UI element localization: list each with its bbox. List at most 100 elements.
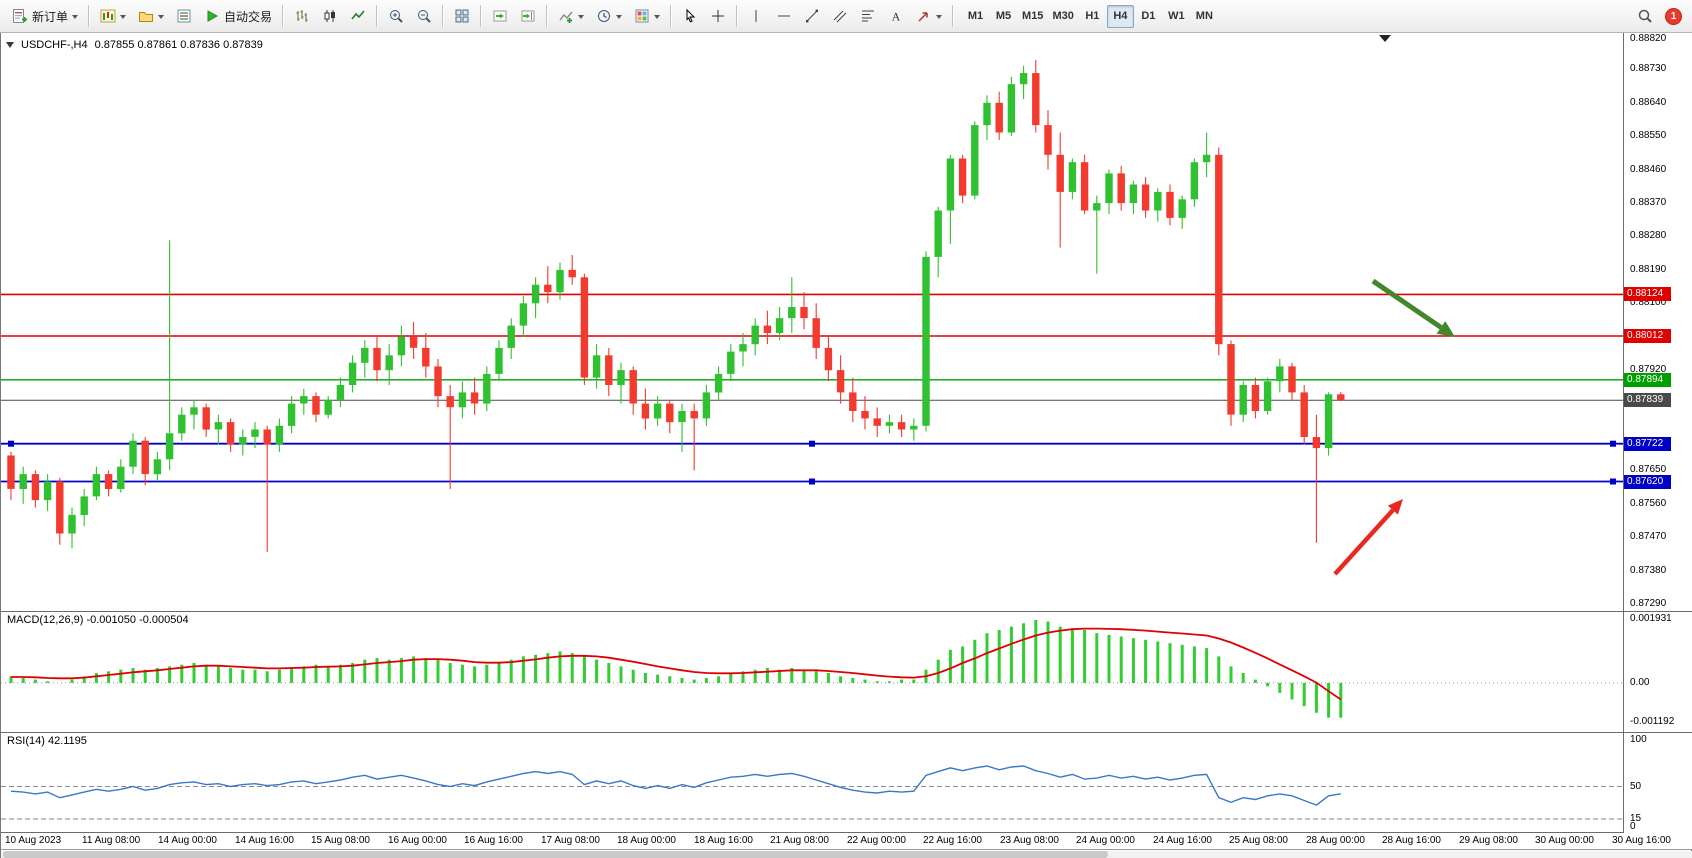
macd-panel[interactable]: MACD(12,26,9) -0.001050 -0.000504 [1, 612, 1623, 733]
timeframe-w1[interactable]: W1 [1163, 5, 1190, 28]
chart-shift-button[interactable] [514, 4, 541, 29]
timeframe-h1[interactable]: H1 [1079, 5, 1106, 28]
time-axis-label: 28 Aug 16:00 [1382, 835, 1441, 846]
notification-badge[interactable]: 1 [1665, 7, 1682, 25]
text-icon: A [887, 8, 904, 25]
templates-button[interactable] [628, 4, 665, 29]
timeframe-m15[interactable]: M15 [1018, 5, 1047, 28]
price-scale-label: 0.87920 [1630, 364, 1667, 375]
crosshair-button[interactable] [704, 4, 731, 29]
price-scale-label: 0.88190 [1630, 264, 1667, 275]
chart-window: USDCHF-,H4 0.87855 0.87861 0.87836 0.878… [0, 33, 1692, 858]
time-axis-label: 18 Aug 16:00 [694, 835, 753, 846]
indicators-button[interactable] [552, 4, 589, 29]
macd-scale-label: 0.001931 [1630, 613, 1672, 624]
price-tag-support: 0.87722 [1624, 437, 1671, 451]
price-scale-label: 0.88730 [1630, 63, 1667, 74]
time-axis-label: 29 Aug 08:00 [1459, 835, 1518, 846]
macd-scale-label: 0.00 [1630, 677, 1650, 688]
toolbar-separator [952, 5, 954, 27]
rsi-scale-label: 0 [1630, 821, 1636, 832]
panel-separator [1624, 611, 1692, 612]
zoom-in-button[interactable] [382, 4, 409, 29]
tile-windows-button[interactable] [448, 4, 475, 29]
price-scale-label: 0.88370 [1630, 197, 1667, 208]
price-scale-label: 0.88280 [1630, 230, 1667, 241]
time-axis-label: 15 Aug 08:00 [311, 835, 370, 846]
auto-scroll-icon [491, 8, 508, 25]
horizontal-line-tool-button[interactable] [770, 4, 797, 29]
time-axis-label: 30 Aug 16:00 [1612, 835, 1671, 846]
time-axis-label: 21 Aug 08:00 [770, 835, 829, 846]
macd-label: MACD(12,26,9) -0.001050 -0.000504 [7, 614, 189, 626]
rsi-panel[interactable]: RSI(14) 42.1195 [1, 733, 1623, 833]
bars-icon [293, 8, 310, 25]
h-scrollbar-thumb[interactable] [3, 851, 1108, 858]
toolbar-separator [670, 5, 672, 27]
one-click-trading-toggle[interactable] [6, 42, 14, 52]
buy-signal-arrow [1333, 499, 1403, 576]
new-chart-icon [99, 8, 116, 25]
timeframe-m5[interactable]: M5 [990, 5, 1017, 28]
auto-scroll-button[interactable] [486, 4, 513, 29]
timeframe-m30[interactable]: M30 [1048, 5, 1077, 28]
chevron-down-icon [120, 14, 127, 22]
tile-windows-icon [453, 8, 470, 25]
toolbar-separator [376, 5, 378, 27]
arrows-tool-button[interactable] [910, 4, 947, 29]
cursor-button[interactable] [676, 4, 703, 29]
time-axis-label: 14 Aug 16:00 [235, 835, 294, 846]
auto-trading-label: 自动交易 [224, 9, 273, 24]
trendline-tool-button[interactable] [798, 4, 825, 29]
periods-button[interactable] [590, 4, 627, 29]
search-button[interactable] [1631, 4, 1658, 29]
price-tag-current-price: 0.87839 [1624, 393, 1671, 407]
fibonacci-icon [859, 8, 876, 25]
trendline-icon [803, 8, 820, 25]
price-scale[interactable]: 0.88820 0.88730 0.88640 0.88550 0.88460 0.883… [1623, 33, 1692, 833]
bar-chart-mode-button[interactable] [288, 4, 315, 29]
line-chart-mode-button[interactable] [344, 4, 371, 29]
h-scrollbar[interactable] [1, 851, 1692, 858]
new-order-button[interactable]: 新订单 [6, 4, 83, 29]
sell-signal-arrow [1371, 278, 1455, 337]
toolbar-separator [736, 5, 738, 27]
candlestick-chart[interactable] [1, 33, 1623, 611]
time-axis-label: 23 Aug 08:00 [1000, 835, 1059, 846]
toolbar-right-group: 1 [1631, 4, 1686, 29]
timeframe-m1[interactable]: M1 [962, 5, 989, 28]
vertical-line-icon [747, 8, 764, 25]
macd-chart[interactable] [1, 612, 1623, 732]
timeframe-group: M1 M5 M15 M30 H1 H4 D1 W1 MN [962, 4, 1218, 28]
timeframe-mn[interactable]: MN [1191, 5, 1218, 28]
fibonacci-tool-button[interactable] [854, 4, 881, 29]
zoom-out-button[interactable] [410, 4, 437, 29]
auto-trading-button[interactable]: 自动交易 [198, 4, 277, 29]
profiles-icon [137, 8, 154, 25]
rsi-chart[interactable] [1, 733, 1623, 833]
new-chart-button[interactable] [94, 4, 131, 29]
chevron-down-icon [578, 14, 585, 22]
time-axis-label: 16 Aug 16:00 [464, 835, 523, 846]
macd-scale-label: -0.001192 [1630, 716, 1675, 727]
new-order-icon [11, 8, 28, 25]
market-watch-button[interactable] [170, 4, 197, 29]
zoom-in-icon [387, 8, 404, 25]
text-tool-button[interactable]: A [882, 4, 909, 29]
candlestick-mode-button[interactable] [316, 4, 343, 29]
vertical-line-tool-button[interactable] [742, 4, 769, 29]
search-icon [1636, 8, 1653, 25]
symbol-period-label: USDCHF-,H4 [21, 38, 88, 51]
templates-icon [633, 8, 650, 25]
profiles-button[interactable] [132, 4, 169, 29]
time-axis[interactable]: 10 Aug 2023 11 Aug 08:00 14 Aug 00:00 14 Au… [1, 833, 1692, 850]
main-chart-panel[interactable]: USDCHF-,H4 0.87855 0.87861 0.87836 0.878… [1, 33, 1623, 612]
channel-tool-button[interactable] [826, 4, 853, 29]
time-axis-label: 22 Aug 00:00 [847, 835, 906, 846]
price-scale-label: 0.88640 [1630, 97, 1667, 108]
timeframe-h4[interactable]: H4 [1106, 4, 1134, 28]
timeframe-d1[interactable]: D1 [1135, 5, 1162, 28]
time-axis-label: 16 Aug 00:00 [388, 835, 447, 846]
channel-icon [831, 8, 848, 25]
